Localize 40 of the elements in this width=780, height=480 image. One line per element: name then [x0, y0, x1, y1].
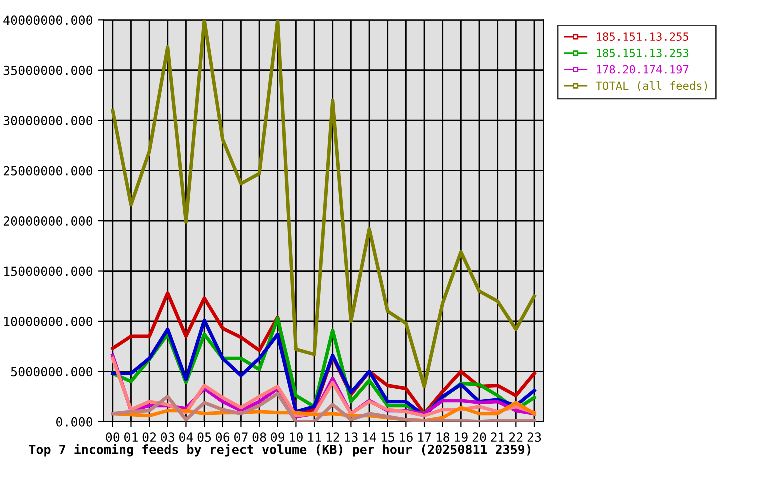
y-tick-label: 5000000.000 [11, 367, 93, 377]
x-tick-label: 19 [455, 432, 468, 442]
x-tick-label: 02 [142, 432, 156, 442]
x-tick-label: 20 [472, 432, 486, 442]
y-tick-label: 15000000.000 [4, 266, 93, 276]
y-tick-label: 0.000 [56, 417, 93, 427]
x-tick-label: 09 [271, 432, 285, 442]
x-tick-label: 01 [124, 432, 138, 442]
x-tick-label: 03 [161, 432, 174, 442]
x-tick-label: 16 [400, 432, 413, 442]
x-tick-label: 14 [364, 432, 376, 442]
y-tick-label: 35000000.000 [4, 66, 93, 76]
x-tick-label: 12 [326, 432, 340, 442]
x-tick-label: 15 [382, 432, 394, 442]
x-tick-label: 04 [180, 432, 194, 442]
x-tick-label: 08 [252, 432, 266, 442]
legend-label: 185.151.13.253 [597, 49, 689, 58]
x-tick-label: 17 [418, 432, 432, 442]
legend-label: TOTAL (all feeds) [596, 81, 708, 92]
line-series [111, 20, 536, 388]
legend-label: 178.20.174.197 [597, 65, 689, 74]
text: Top 7 incoming feeds by reject volume (KB) per hour (20250811 2359) [29, 444, 531, 457]
x-tick-label: 06 [216, 432, 230, 442]
line-series [111, 392, 536, 422]
x-tick-label: 07 [234, 432, 248, 442]
x-tick-label: 05 [198, 432, 212, 442]
x-tick-label: 13 [345, 432, 358, 442]
x-tick-label: 11 [308, 432, 322, 442]
x-tick-label: 23 [528, 432, 542, 442]
x-tick-label: 00 [106, 432, 120, 442]
x-tick-label: 21 [491, 432, 505, 442]
y-tick-label: 20000000.000 [4, 216, 93, 226]
x-tick-label: 10 [290, 432, 303, 442]
x-tick-label: 18 [436, 432, 450, 442]
y-tick-label: 10000000.000 [4, 316, 93, 326]
y-tick-label: 30000000.000 [4, 116, 93, 126]
y-tick-label: 40000000.000 [4, 16, 93, 26]
legend-label: 185.151.13.255 [597, 32, 689, 42]
x-tick-label: 22 [510, 432, 523, 442]
y-tick-label: 25000000.000 [4, 166, 93, 176]
